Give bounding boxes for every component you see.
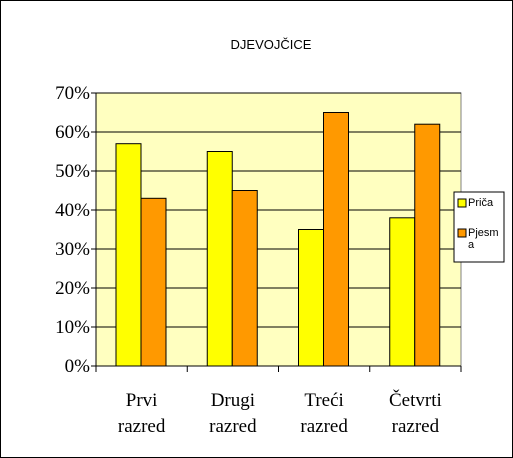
bar	[206, 151, 233, 367]
y-tick-label: 60%	[55, 122, 90, 143]
legend-swatch	[457, 198, 467, 208]
x-tick-label: Četvrti razred	[388, 390, 442, 437]
y-tick-label: 50%	[55, 161, 90, 182]
y-tick-label: 0%	[65, 356, 91, 377]
bar	[298, 229, 324, 367]
chart-title: DJEVOJČICE	[231, 37, 312, 52]
y-tick-label: 40%	[55, 200, 90, 221]
y-tick-label: 10%	[55, 317, 90, 338]
bar	[231, 190, 258, 367]
x-tick-label: Prvi razred	[117, 390, 166, 437]
bar	[323, 112, 349, 367]
bar	[414, 123, 441, 367]
legend-label: Pjesma	[468, 227, 499, 251]
bar	[115, 143, 142, 367]
x-tick-label: Drugi razred	[209, 390, 257, 437]
x-tick-label: Treći razred	[300, 390, 348, 437]
bar	[389, 217, 416, 367]
y-tick-label: 20%	[55, 278, 90, 299]
y-tick-label: 30%	[55, 239, 90, 260]
y-tick-label: 70%	[55, 83, 90, 104]
legend-label: Priča	[468, 197, 494, 209]
legend-swatch	[457, 228, 467, 238]
bar	[140, 197, 167, 367]
